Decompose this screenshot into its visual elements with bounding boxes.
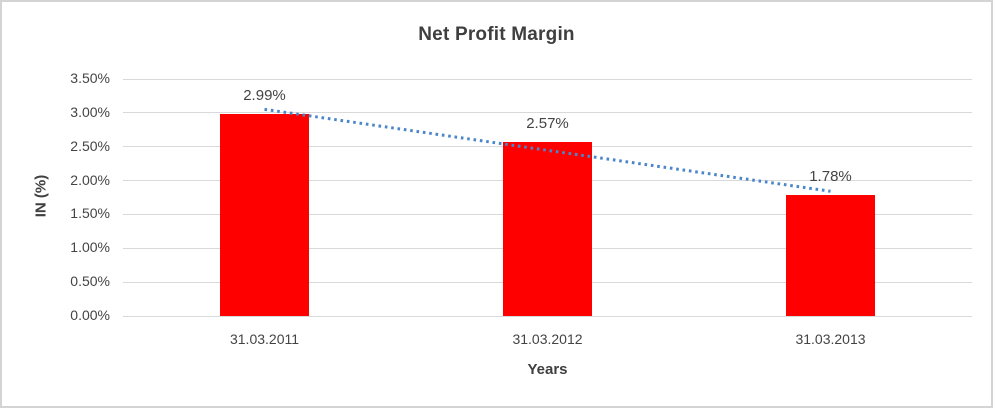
y-tick-label: 3.50% [70,70,110,86]
gridline [123,315,972,317]
bar[interactable] [220,113,309,316]
bar-data-label: 1.78% [809,168,852,186]
y-tick-label: 3.00% [70,103,110,120]
y-tick-label: 1.00% [70,239,110,256]
bar[interactable] [503,141,592,316]
bar[interactable] [786,195,875,316]
bar-data-label: 2.99% [243,86,286,104]
gridline [123,78,972,80]
bar-data-label: 2.57% [526,114,569,132]
x-category-label: 31.03.2011 [229,331,300,347]
x-category-label: 31.03.2013 [795,331,866,347]
x-category-label: 31.03.2012 [512,331,583,347]
y-tick-label: 2.50% [70,137,110,154]
y-tick-label: 0.50% [70,273,110,290]
x-axis-title: Years [527,361,568,378]
y-tick-label: 1.50% [70,205,110,222]
y-tick-label: 0.00% [70,307,110,323]
chart-title: Net Profit Margin [418,24,575,45]
y-tick-label: 2.00% [70,171,110,188]
